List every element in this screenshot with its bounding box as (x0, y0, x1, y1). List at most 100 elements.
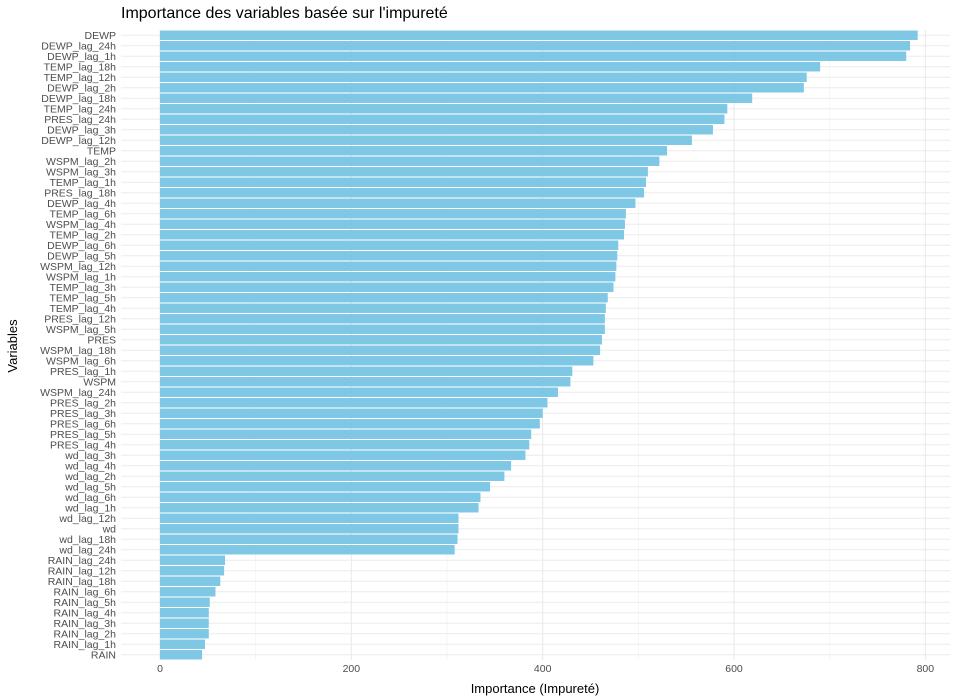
y-tick-label: WSPM_lag_6h (46, 355, 116, 367)
bar-RAIN_lag_2h (160, 629, 209, 639)
bar-PRES (160, 335, 602, 345)
bar-TEMP_lag_3h (160, 282, 614, 292)
bar-DEWP_lag_3h (160, 125, 713, 135)
y-tick-label: DEWP_lag_1h (47, 51, 116, 63)
y-tick-label: TEMP_lag_4h (49, 303, 116, 315)
bar-TEMP_lag_18h (160, 62, 821, 72)
y-tick-label: wd (102, 523, 117, 535)
bar-PRES_lag_1h (160, 366, 573, 376)
grid-lines (121, 30, 950, 660)
y-tick-label: PRES_lag_6h (50, 418, 116, 430)
y-tick-label: PRES_lag_12h (44, 313, 116, 325)
y-tick-label: PRES_lag_1h (50, 366, 116, 378)
y-tick-label: RAIN_lag_5h (54, 597, 117, 609)
y-tick-label: PRES_lag_18h (44, 187, 116, 199)
bar-WSPM_lag_2h (160, 156, 660, 166)
x-tick-label: 400 (534, 663, 552, 675)
bar-RAIN_lag_18h (160, 576, 221, 586)
bar-TEMP_lag_6h (160, 209, 626, 219)
y-tick-label: PRES_lag_3h (50, 408, 116, 420)
y-tick-label: PRES_lag_4h (50, 439, 116, 451)
bar-TEMP (160, 146, 668, 156)
bar-DEWP_lag_1h (160, 51, 907, 61)
bar-PRES_lag_4h (160, 440, 530, 450)
y-tick-label: RAIN_lag_12h (48, 565, 116, 577)
y-tick-label: DEWP_lag_5h (47, 250, 116, 262)
y-tick-label: wd_lag_18h (58, 534, 116, 546)
x-tick-label: 800 (917, 663, 935, 675)
bar-wd_lag_1h (160, 503, 479, 513)
bar-TEMP_lag_24h (160, 104, 728, 114)
y-tick-label: TEMP_lag_6h (49, 208, 116, 220)
x-tick-labels: 0 200 400 600 800 (157, 663, 934, 675)
y-tick-label: WSPM (83, 376, 116, 388)
bar-RAIN_lag_1h (160, 639, 205, 649)
bar-WSPM_lag_4h (160, 219, 625, 229)
y-tick-label: RAIN_lag_2h (54, 628, 117, 640)
y-tick-label: WSPM_lag_18h (40, 345, 116, 357)
y-tick-label: RAIN_lag_24h (48, 555, 116, 567)
bar-wd (160, 524, 459, 534)
y-tick-label: DEWP_lag_4h (47, 198, 116, 210)
y-tick-label: RAIN_lag_4h (54, 607, 117, 619)
bar-wd_lag_18h (160, 534, 458, 544)
bars (160, 30, 918, 660)
y-tick-label: TEMP_lag_1h (49, 177, 116, 189)
y-tick-label: wd_lag_4h (64, 460, 116, 472)
bar-WSPM_lag_12h (160, 261, 617, 271)
bar-PRES_lag_3h (160, 408, 543, 418)
y-tick-label: WSPM_lag_3h (46, 166, 116, 178)
bar-PRES_lag_12h (160, 314, 605, 324)
y-tick-label: wd_lag_12h (58, 513, 116, 525)
bar-RAIN_lag_4h (160, 608, 209, 618)
bar-TEMP_lag_1h (160, 177, 646, 187)
y-tick-label: WSPM_lag_4h (46, 219, 116, 231)
y-tick-label: wd_lag_1h (64, 502, 116, 514)
y-tick-label: DEWP_lag_3h (47, 124, 116, 136)
bar-PRES_lag_2h (160, 398, 548, 408)
y-tick-label: TEMP_lag_18h (44, 61, 117, 73)
x-tick-label: 600 (725, 663, 743, 675)
bar-wd_lag_2h (160, 471, 505, 481)
y-tick-label: RAIN_lag_1h (54, 639, 117, 651)
bar-wd_lag_12h (160, 513, 459, 523)
y-tick-label: WSPM_lag_5h (46, 324, 116, 336)
bar-TEMP_lag_12h (160, 72, 807, 82)
bar-wd_lag_4h (160, 461, 512, 471)
bar-DEWP_lag_2h (160, 83, 804, 93)
bar-RAIN (160, 650, 203, 660)
bar-WSPM (160, 377, 571, 387)
y-tick-label: TEMP_lag_24h (44, 103, 117, 115)
y-tick-label: PRES_lag_24h (44, 114, 116, 126)
y-tick-label: DEWP_lag_6h (47, 240, 116, 252)
bar-RAIN_lag_12h (160, 566, 225, 576)
y-tick-label: wd_lag_6h (64, 492, 116, 504)
bar-PRES_lag_5h (160, 429, 532, 439)
bar-DEWP_lag_5h (160, 251, 618, 261)
y-tick-label: RAIN_lag_18h (48, 576, 116, 588)
y-tick-label: TEMP_lag_3h (49, 282, 116, 294)
bar-TEMP_lag_5h (160, 293, 608, 303)
bar-DEWP (160, 30, 918, 40)
bar-DEWP_lag_4h (160, 198, 636, 208)
y-tick-label: DEWP_lag_24h (41, 40, 116, 52)
bar-WSPM_lag_6h (160, 356, 594, 366)
y-tick-label: WSPM_lag_1h (46, 271, 116, 283)
bar-wd_lag_6h (160, 492, 481, 502)
bar-RAIN_lag_3h (160, 618, 209, 628)
bar-WSPM_lag_18h (160, 345, 601, 355)
bar-DEWP_lag_12h (160, 135, 692, 145)
bar-wd_lag_5h (160, 482, 491, 492)
y-tick-label: DEWP (85, 30, 117, 42)
bar-WSPM_lag_24h (160, 387, 558, 397)
bar-DEWP_lag_6h (160, 240, 619, 250)
y-tick-label: wd_lag_3h (64, 450, 116, 462)
y-tick-label: WSPM_lag_24h (40, 387, 116, 399)
x-tick-label: 200 (343, 663, 361, 675)
y-tick-label: PRES (87, 334, 116, 346)
bar-RAIN_lag_5h (160, 597, 210, 607)
y-tick-label: PRES_lag_5h (50, 429, 116, 441)
y-tick-label: wd_lag_24h (58, 544, 116, 556)
y-tick-label: DEWP_lag_18h (41, 93, 116, 105)
